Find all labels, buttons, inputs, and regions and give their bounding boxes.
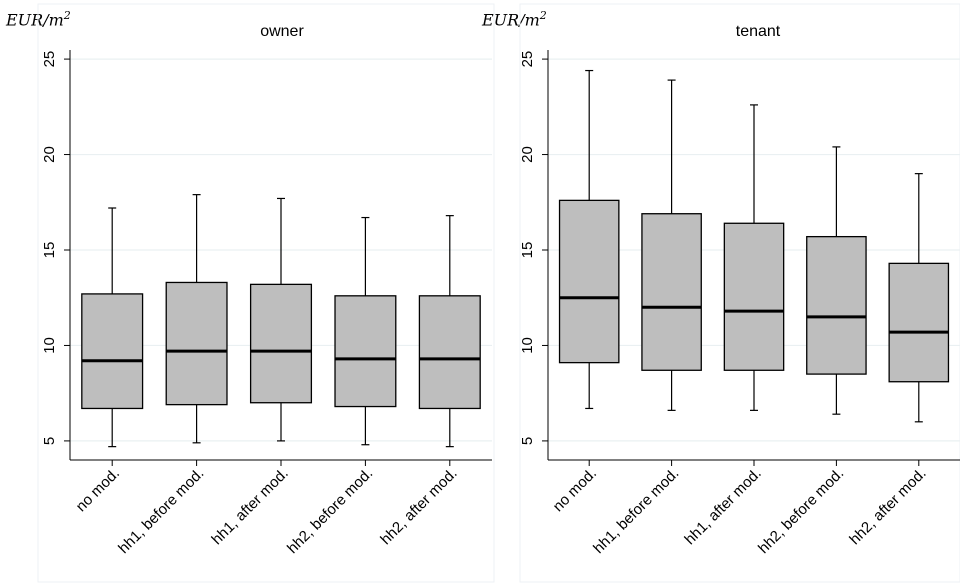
iqr-box bbox=[249, 283, 313, 404]
box-3 bbox=[249, 197, 313, 442]
iqr-box bbox=[723, 222, 785, 371]
x-category-label: hh2, after mod. bbox=[377, 465, 460, 548]
x-category-label: hh1, after mod. bbox=[208, 465, 291, 548]
y-unit-exponent: 2 bbox=[63, 9, 71, 22]
y-tick-label: 15 bbox=[519, 242, 536, 259]
x-category-label: no mod. bbox=[73, 465, 123, 515]
box-5 bbox=[418, 215, 481, 448]
y-tick-label: 10 bbox=[519, 337, 536, 354]
y-tick-label: 10 bbox=[41, 337, 58, 354]
box-4 bbox=[806, 146, 867, 415]
x-category-label: no mod. bbox=[550, 465, 600, 515]
x-category-label: hh1, before mod. bbox=[590, 465, 682, 557]
y-tick-label: 5 bbox=[41, 437, 58, 445]
y-tick-label: 20 bbox=[519, 146, 536, 163]
iqr-box bbox=[806, 235, 867, 375]
x-category-label: hh2, after mod. bbox=[846, 465, 929, 548]
iqr-box bbox=[418, 295, 481, 410]
panel-owner: owner 5 10 15 20 25 no mod.hh1, before mod. hh1… bbox=[37, 3, 495, 583]
box-4 bbox=[334, 216, 397, 446]
box-2 bbox=[165, 194, 228, 444]
x-category-label: hh2, before mod. bbox=[755, 465, 847, 557]
panel-frame bbox=[37, 3, 495, 583]
y-tick-label: 25 bbox=[41, 51, 58, 68]
y-unit-label-owner: EUR/m2 bbox=[6, 10, 71, 28]
y-tick-label: 5 bbox=[519, 437, 536, 445]
box-3 bbox=[723, 104, 785, 411]
iqr-box bbox=[888, 262, 950, 383]
x-category-label: hh1, before mod. bbox=[115, 465, 207, 557]
y-tick-label: 15 bbox=[41, 242, 58, 259]
y-tick-label: 25 bbox=[519, 51, 536, 68]
y-tick-label: 20 bbox=[41, 146, 58, 163]
y-unit-exponent: 2 bbox=[539, 9, 547, 22]
box-1 bbox=[81, 207, 144, 448]
y-unit-text: EUR/m bbox=[482, 10, 540, 30]
iqr-box bbox=[558, 199, 620, 364]
y-unit-text: EUR/m bbox=[6, 10, 64, 30]
box-1 bbox=[558, 69, 620, 410]
box-5 bbox=[888, 173, 950, 423]
x-category-label: hh2, before mod. bbox=[284, 465, 376, 557]
iqr-box bbox=[334, 295, 397, 408]
panel-title: owner bbox=[260, 23, 304, 40]
iqr-box bbox=[165, 281, 228, 406]
x-category-label: hh1, after mod. bbox=[681, 465, 764, 548]
box-2 bbox=[641, 79, 702, 411]
iqr-box bbox=[641, 213, 702, 371]
iqr-box bbox=[81, 293, 144, 410]
panel-frame bbox=[519, 3, 960, 583]
panel-title: tenant bbox=[736, 23, 781, 40]
y-unit-label-tenant: EUR/m2 bbox=[482, 10, 547, 28]
